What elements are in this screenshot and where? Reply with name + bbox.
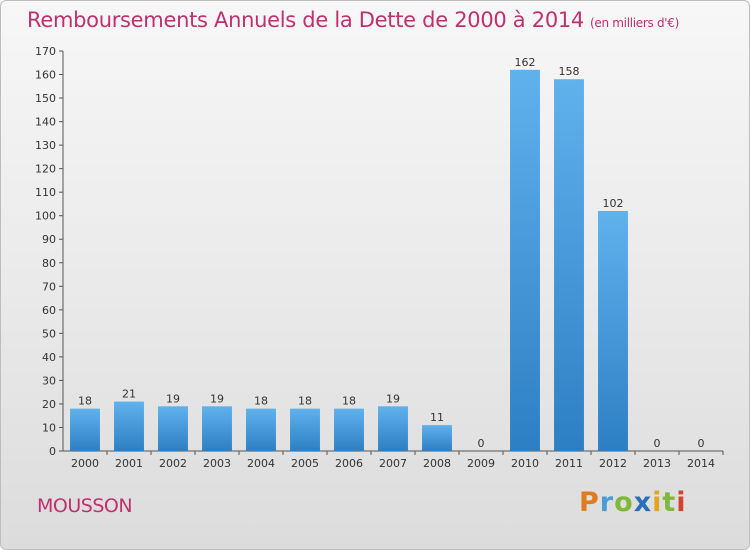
bar-value-label: 19 [210, 392, 224, 405]
bar [290, 408, 320, 451]
bar-value-label: 158 [559, 65, 580, 78]
bar-value-label: 18 [298, 395, 312, 408]
bar-value-label: 18 [342, 395, 356, 408]
y-tick-label: 30 [42, 374, 56, 387]
y-tick-label: 170 [35, 45, 56, 58]
y-tick-label: 70 [42, 280, 56, 293]
bar-value-label: 11 [430, 411, 444, 424]
chart-data-labels: 18 21 19 19 18 18 18 19 11 0 162 158 102 0 0 [78, 56, 705, 450]
bar [246, 408, 276, 451]
proxiti-logo: Proxiti [579, 487, 687, 518]
bar-value-label: 19 [166, 392, 180, 405]
y-tick-label: 80 [42, 257, 56, 270]
commune-name: MOUSSON [37, 495, 133, 517]
bar [202, 406, 232, 451]
chart-title-text: Remboursements Annuels de la Dette de 20… [27, 8, 584, 32]
x-tick-label: 2001 [115, 457, 143, 470]
x-tick-label: 2008 [423, 457, 451, 470]
y-tick-label: 130 [35, 139, 56, 152]
y-tick-label: 90 [42, 233, 56, 246]
x-tick-label: 2009 [467, 457, 495, 470]
bar [70, 408, 100, 451]
bar [422, 425, 452, 451]
chart-unit: (en milliers d'€) [590, 16, 680, 30]
y-tick-label: 120 [35, 163, 56, 176]
chart-axes: 0102030405060708090100110120130140150160… [35, 45, 724, 470]
bar-value-label: 0 [654, 437, 661, 450]
y-tick-label: 140 [35, 116, 56, 129]
y-tick-label: 50 [42, 327, 56, 340]
bar [598, 211, 628, 451]
x-tick-label: 2004 [247, 457, 275, 470]
y-tick-label: 110 [35, 186, 56, 199]
bar [378, 406, 408, 451]
y-tick-label: 150 [35, 92, 56, 105]
y-tick-label: 20 [42, 398, 56, 411]
x-tick-label: 2003 [203, 457, 231, 470]
y-tick-label: 100 [35, 210, 56, 223]
bar-value-label: 0 [478, 437, 485, 450]
x-tick-label: 2010 [511, 457, 539, 470]
x-tick-label: 2005 [291, 457, 319, 470]
y-tick-label: 10 [42, 421, 56, 434]
bar-value-label: 162 [515, 56, 536, 69]
x-tick-label: 2007 [379, 457, 407, 470]
y-tick-label: 0 [49, 445, 56, 458]
bar [158, 406, 188, 451]
bar [334, 408, 364, 451]
bar-value-label: 18 [254, 395, 268, 408]
bar-value-label: 18 [78, 395, 92, 408]
bar-value-label: 21 [122, 388, 136, 401]
x-tick-label: 2006 [335, 457, 363, 470]
x-tick-label: 2013 [643, 457, 671, 470]
bar [114, 401, 144, 451]
bar [554, 79, 584, 451]
x-tick-label: 2014 [687, 457, 715, 470]
x-tick-label: 2002 [159, 457, 187, 470]
bar-value-label: 0 [698, 437, 705, 450]
y-tick-label: 40 [42, 351, 56, 364]
x-tick-label: 2012 [599, 457, 627, 470]
y-tick-label: 60 [42, 304, 56, 317]
chart-bars [70, 69, 628, 451]
bar-value-label: 102 [603, 197, 624, 210]
x-tick-label: 2000 [71, 457, 99, 470]
bar [510, 69, 540, 451]
bar-value-label: 19 [386, 392, 400, 405]
y-tick-label: 160 [35, 69, 56, 82]
x-tick-label: 2011 [555, 457, 583, 470]
chart-title: Remboursements Annuels de la Dette de 20… [27, 8, 679, 32]
